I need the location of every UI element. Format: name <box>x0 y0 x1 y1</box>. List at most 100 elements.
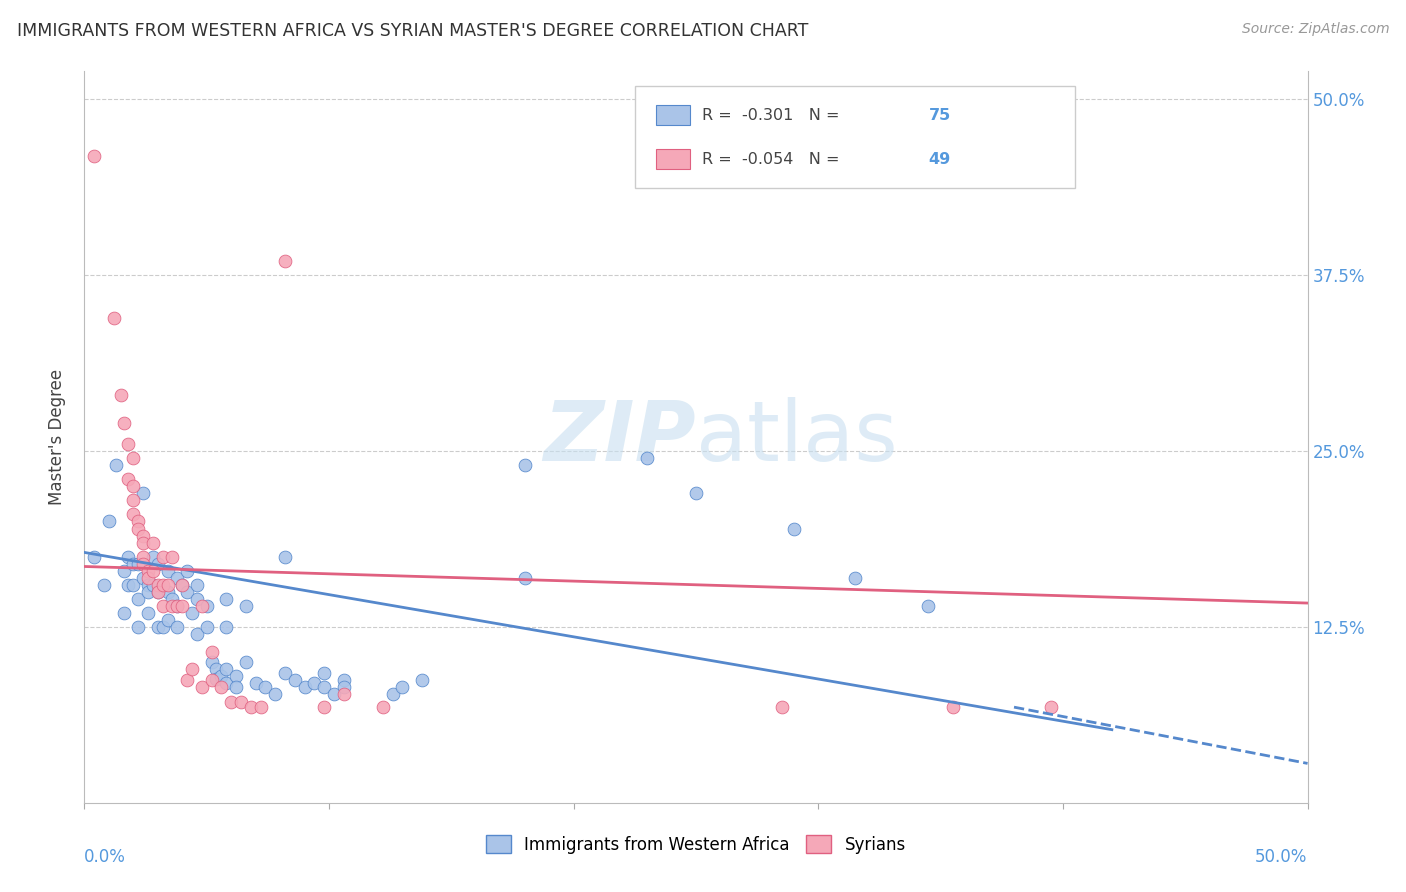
Point <box>122 479 145 493</box>
Point <box>122 451 145 466</box>
Point <box>132 535 155 549</box>
Point <box>381 688 404 702</box>
Text: Source: ZipAtlas.com: Source: ZipAtlas.com <box>1241 22 1389 37</box>
Point <box>186 627 208 641</box>
Point <box>146 584 169 599</box>
Point <box>235 655 257 669</box>
Point <box>239 700 262 714</box>
Point <box>146 578 169 592</box>
Point <box>112 416 135 430</box>
Point <box>176 564 198 578</box>
Point <box>122 578 145 592</box>
Point <box>284 673 307 688</box>
Point <box>112 564 135 578</box>
Text: 49: 49 <box>928 152 950 167</box>
Point <box>685 486 707 500</box>
Point <box>136 571 159 585</box>
Text: R =  -0.054   N =: R = -0.054 N = <box>702 152 845 167</box>
Point <box>215 662 238 676</box>
Point <box>225 681 247 695</box>
Point <box>166 599 188 613</box>
Text: IMMIGRANTS FROM WESTERN AFRICA VS SYRIAN MASTER'S DEGREE CORRELATION CHART: IMMIGRANTS FROM WESTERN AFRICA VS SYRIAN… <box>17 22 808 40</box>
Point <box>294 681 316 695</box>
Point <box>127 591 149 606</box>
Point <box>513 571 536 585</box>
Text: 0.0%: 0.0% <box>84 848 127 866</box>
Point <box>132 486 155 500</box>
Point <box>136 606 159 620</box>
Point <box>166 599 188 613</box>
Point <box>142 535 165 549</box>
Text: 50.0%: 50.0% <box>1256 848 1308 866</box>
Point <box>200 673 222 688</box>
Point <box>132 528 155 542</box>
Point <box>127 557 149 571</box>
Point <box>166 620 188 634</box>
Point <box>156 613 179 627</box>
Point <box>304 676 326 690</box>
Point <box>176 584 198 599</box>
Point <box>97 515 120 529</box>
Point <box>132 549 155 564</box>
Point <box>132 557 155 571</box>
Point <box>513 458 536 473</box>
Point <box>166 571 188 585</box>
Point <box>215 591 238 606</box>
Point <box>117 472 139 486</box>
Text: R =  -0.301   N =: R = -0.301 N = <box>702 108 845 123</box>
Point <box>152 578 174 592</box>
FancyBboxPatch shape <box>636 86 1076 188</box>
Point <box>254 681 277 695</box>
Point <box>215 620 238 634</box>
Point <box>146 557 169 571</box>
Point <box>249 700 271 714</box>
Point <box>172 599 194 613</box>
Point <box>314 700 336 714</box>
Point <box>844 571 866 585</box>
Point <box>229 694 252 708</box>
Point <box>205 662 228 676</box>
Point <box>156 578 179 592</box>
Point <box>332 673 354 688</box>
Point <box>142 578 165 592</box>
Point <box>152 599 174 613</box>
Point <box>162 549 184 564</box>
Text: atlas: atlas <box>696 397 897 477</box>
Point <box>162 599 184 613</box>
Point <box>181 606 204 620</box>
Point <box>209 669 232 683</box>
Point <box>942 700 965 714</box>
Point <box>195 620 218 634</box>
Point <box>110 388 132 402</box>
Point <box>917 599 939 613</box>
Point <box>122 493 145 508</box>
Point <box>195 599 218 613</box>
Point <box>314 666 336 681</box>
Point <box>186 578 208 592</box>
Point <box>274 666 297 681</box>
Point <box>245 676 267 690</box>
Point <box>225 669 247 683</box>
Point <box>181 662 204 676</box>
Point <box>636 451 658 466</box>
Point <box>264 688 287 702</box>
Point <box>105 458 128 473</box>
Point <box>411 673 433 688</box>
Point <box>93 578 115 592</box>
Point <box>152 620 174 634</box>
Point <box>219 694 242 708</box>
Point <box>117 578 139 592</box>
Point <box>146 620 169 634</box>
Point <box>122 557 145 571</box>
Point <box>176 673 198 688</box>
Point <box>215 676 238 690</box>
Point <box>314 681 336 695</box>
Point <box>205 672 228 686</box>
Point <box>172 578 194 592</box>
Point <box>274 549 297 564</box>
Point <box>152 549 174 564</box>
Point <box>103 310 125 325</box>
Bar <box>655 149 690 169</box>
Point <box>332 688 354 702</box>
Point <box>136 564 159 578</box>
